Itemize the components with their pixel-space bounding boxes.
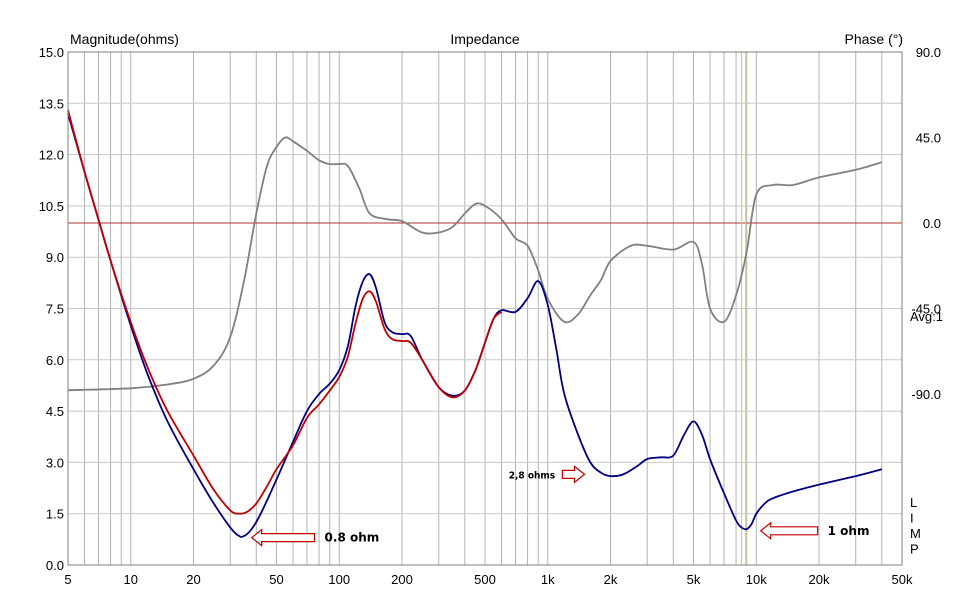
- limp-letter: L: [910, 495, 917, 510]
- x-tick-label: 200: [391, 572, 413, 587]
- annotation-arrow: [250, 528, 316, 547]
- annotation-arrow: [759, 521, 819, 541]
- plot-frame: [67, 51, 903, 566]
- y-left-tick-label: 13.5: [39, 96, 64, 111]
- left-axis-label: Magnitude(ohms): [70, 31, 179, 47]
- avg-label: Avg:1: [910, 309, 943, 324]
- annotation-arrow: [561, 465, 586, 484]
- y-right-tick-label: -45.0: [911, 302, 941, 317]
- x-tick-label: 5: [64, 572, 71, 587]
- y-right-tick-label: -90.0: [911, 387, 941, 402]
- limp-letter: M: [910, 526, 921, 541]
- y-right-tick-label: 45.0: [916, 131, 941, 146]
- y-left-tick-label: 7.5: [46, 302, 64, 317]
- y-left-tick-label: 10.5: [39, 199, 64, 214]
- y-left-tick-label: 15.0: [39, 45, 64, 60]
- x-tick-label: 50k: [892, 572, 913, 587]
- x-tick-label: 1k: [541, 572, 555, 587]
- right-axis-label: Phase (°): [844, 31, 903, 47]
- curves: [67, 109, 883, 538]
- y-right-tick-label: 0.0: [923, 216, 941, 231]
- limp-letter: I: [910, 511, 914, 526]
- grid: [68, 51, 902, 566]
- y-left-tick-label: 1.5: [46, 507, 64, 522]
- y-left-tick-label: 9.0: [46, 250, 64, 265]
- y-left-tick-label: 0.0: [46, 558, 64, 573]
- tick-labels: 5 10 20 50 100 200 500 1k 2k 5k 10k 20k 50k 0.0 1.5 3.0…: [39, 45, 941, 587]
- x-tick-label: 100: [328, 572, 350, 587]
- chart-title: Impedance: [450, 31, 519, 47]
- annotation-label: 1 ohm: [828, 524, 870, 538]
- x-tick-label: 50: [269, 572, 283, 587]
- x-tick-label: 10k: [746, 572, 767, 587]
- x-tick-label: 5k: [687, 572, 701, 587]
- y-right-tick-label: 90.0: [916, 45, 941, 60]
- phase-curve: [67, 136, 883, 392]
- y-left-tick-label: 12.0: [39, 148, 64, 163]
- annotation-label: 0.8 ohm: [325, 531, 380, 545]
- x-tick-label: 2k: [604, 572, 618, 587]
- x-tick-label: 20: [186, 572, 200, 587]
- annotation-label: 2,8 ohms: [509, 470, 555, 481]
- x-tick-label: 10: [124, 572, 138, 587]
- impedance-curve-red: [67, 109, 503, 515]
- annotations: 0.8 ohm 2,8 ohms 1 ohm: [250, 465, 870, 547]
- limp-letter: P: [910, 542, 919, 557]
- y-left-tick-label: 3.0: [46, 455, 64, 470]
- y-left-tick-label: 6.0: [46, 353, 64, 368]
- x-tick-label: 20k: [809, 572, 830, 587]
- x-tick-label: 500: [474, 572, 496, 587]
- y-left-tick-label: 4.5: [46, 404, 64, 419]
